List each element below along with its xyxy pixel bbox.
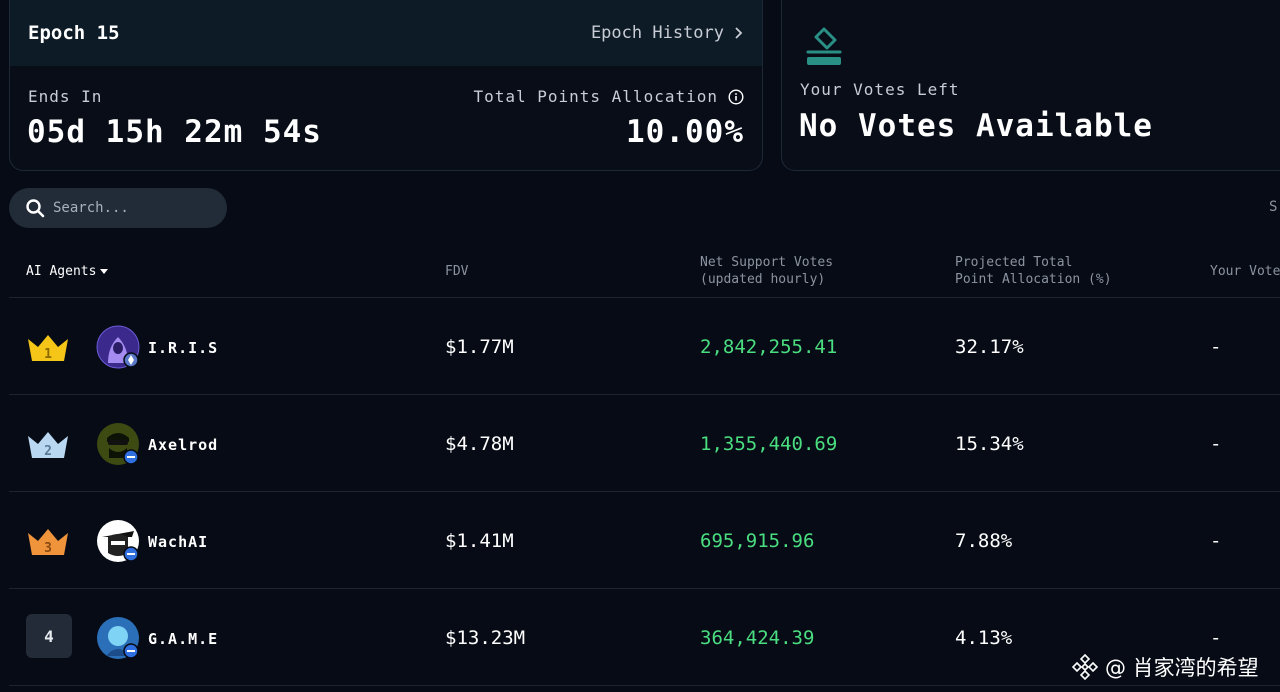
avatar	[97, 617, 139, 659]
net-support-votes-value: 2,842,255.41	[700, 336, 838, 358]
table-row[interactable]: 2 Axelrod $4.78M 1,355,440.69 15.34% -	[0, 395, 1280, 491]
fdv-value: $4.78M	[445, 433, 514, 455]
table-row[interactable]: 4 G.A.M.E $13.23M 364,424.39 4.13% -	[0, 589, 1280, 685]
ends-in-countdown: 05d 15h 22m 54s	[27, 114, 322, 150]
fdv-value: $1.77M	[445, 336, 514, 358]
ai-agents-sort-header[interactable]: AI Agents	[26, 263, 109, 280]
rank-number: 2	[44, 444, 52, 459]
your-vote-value: -	[1210, 627, 1222, 649]
agent-name[interactable]: G.A.M.E	[148, 630, 219, 648]
projected-allocation-header-line1: Projected Total	[955, 255, 1073, 270]
your-vote-value: -	[1210, 336, 1222, 358]
net-support-votes-header-line1: Net Support Votes	[700, 255, 834, 270]
fdv-header: FDV	[445, 264, 469, 279]
epoch-title: Epoch 15	[28, 22, 120, 44]
agent-name[interactable]: I.R.I.S	[148, 339, 219, 357]
epoch-history-link[interactable]: Epoch History	[591, 23, 744, 43]
net-support-votes-value: 1,355,440.69	[700, 433, 838, 455]
projected-allocation-value: 4.13%	[955, 627, 1013, 649]
row-divider	[9, 394, 1280, 395]
your-vote-value: -	[1210, 433, 1222, 455]
projected-allocation-value: 32.17%	[955, 336, 1024, 358]
fdv-value: $13.23M	[445, 627, 526, 649]
votes-left-value: No Votes Available	[799, 108, 1153, 144]
projected-allocation-header-line2: Point Allocation (%)	[955, 272, 1112, 287]
row-divider	[9, 588, 1280, 589]
avatar	[97, 423, 139, 465]
epoch-history-label: Epoch History	[590, 23, 724, 43]
chevron-right-icon	[735, 27, 743, 39]
net-support-votes-value: 364,424.39	[700, 627, 815, 649]
votes-left-label: Your Votes Left	[800, 80, 960, 99]
search-icon	[26, 199, 45, 218]
epoch-body: Ends In 05d 15h 22m 54s Total Points All…	[10, 66, 762, 170]
total-allocation-label: Total Points Allocation	[473, 87, 744, 106]
ends-in-label: Ends In	[28, 87, 103, 106]
row-divider	[9, 491, 1280, 492]
total-allocation-value: 10.00%	[626, 114, 744, 150]
binance-logo-icon	[1071, 653, 1099, 681]
agent-name[interactable]: Axelrod	[148, 436, 219, 454]
net-support-votes-header: Net Support Votes (updated hourly)	[700, 254, 833, 288]
ballot-box-icon	[806, 27, 842, 65]
votes-card: Your Votes Left No Votes Available	[781, 0, 1280, 171]
rank-number: 1	[44, 347, 52, 362]
search-input[interactable]	[53, 200, 203, 216]
table-row[interactable]: 1 I.R.I.S $1.77M 2,842,255.41 32.17% -	[0, 298, 1280, 394]
net-support-votes-header-line2: (updated hourly)	[700, 272, 826, 287]
watermark: @ 肖家湾的希望	[1071, 652, 1259, 682]
caret-down-icon	[100, 268, 109, 274]
sort-control-truncated[interactable]: S	[1269, 199, 1278, 215]
total-allocation-label-text: Total Points Allocation	[473, 87, 718, 106]
ai-agents-header-label: AI Agents	[26, 264, 97, 279]
projected-allocation-header: Projected Total Point Allocation (%)	[955, 254, 1112, 288]
your-vote-header: Your Vote	[1210, 264, 1280, 279]
your-vote-value: -	[1210, 530, 1222, 552]
rank-badge: 4	[26, 614, 72, 658]
gold-crown-icon: 1	[28, 335, 68, 362]
fdv-value: $1.41M	[445, 530, 514, 552]
header-divider	[9, 297, 1280, 298]
net-support-votes-value: 695,915.96	[700, 530, 815, 552]
search-box	[9, 188, 227, 228]
info-icon[interactable]	[728, 88, 744, 105]
avatar	[97, 520, 139, 562]
avatar	[96, 325, 140, 369]
bronze-crown-icon: 3	[28, 529, 68, 556]
silver-crown-icon: 2	[28, 432, 68, 459]
rank-number: 3	[44, 541, 52, 556]
epoch-card: Epoch 15 Epoch History Ends In 05d 15h 2…	[9, 0, 763, 171]
agent-name[interactable]: WachAI	[148, 533, 209, 551]
epoch-header: Epoch 15 Epoch History	[10, 0, 762, 66]
projected-allocation-value: 7.88%	[955, 530, 1013, 552]
projected-allocation-value: 15.34%	[955, 433, 1024, 455]
row-divider	[9, 685, 1280, 686]
table-row[interactable]: 3 WachAI $1.41M 695,915.96 7.88% -	[0, 492, 1280, 588]
watermark-text: @ 肖家湾的希望	[1105, 656, 1259, 680]
